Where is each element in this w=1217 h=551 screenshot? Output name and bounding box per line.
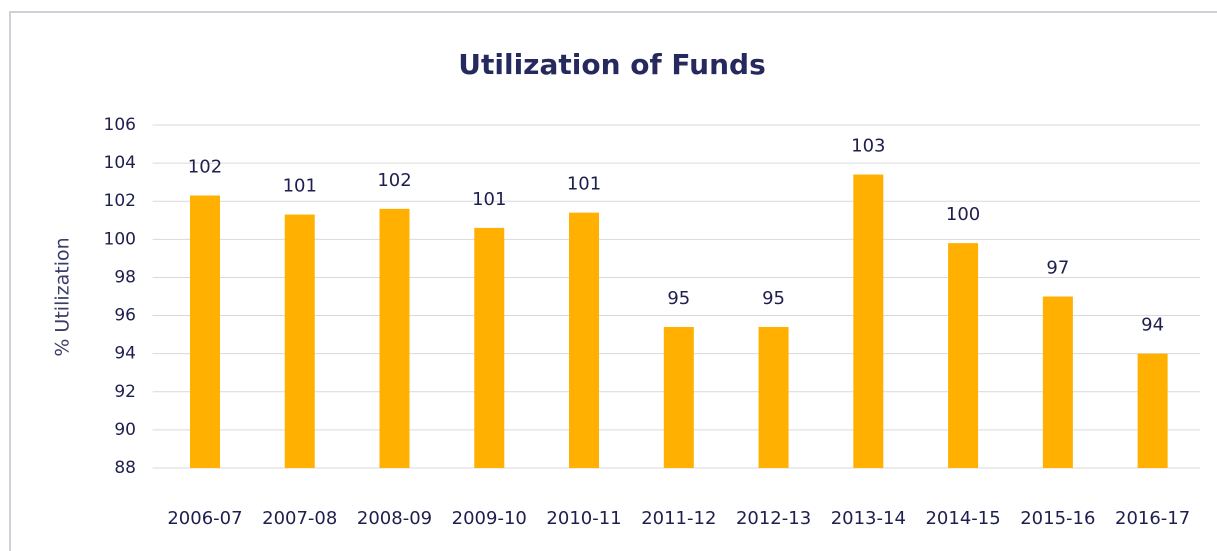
data-label: 100 [946, 204, 980, 225]
x-tick-label: 2011-12 [641, 508, 716, 529]
chart-title: Utilization of Funds [458, 48, 765, 81]
y-axis-label: % Utilization [52, 237, 74, 356]
bar [1137, 353, 1168, 468]
data-label: 101 [472, 189, 506, 210]
data-label: 102 [188, 157, 222, 178]
x-tick-label: 2010-11 [546, 508, 621, 529]
bar [663, 326, 694, 468]
x-tick-label: 2012-13 [736, 508, 811, 529]
y-tick-label: 98 [114, 267, 136, 287]
y-tick-label: 94 [114, 344, 136, 364]
bar [1042, 296, 1073, 468]
x-tick-label: 2014-15 [925, 508, 1000, 529]
bar [379, 208, 410, 468]
data-label: 97 [1046, 258, 1069, 279]
bar [474, 227, 505, 468]
x-tick-label: 2013-14 [831, 508, 906, 529]
y-tick-label: 88 [114, 458, 136, 478]
bar [948, 243, 979, 468]
x-tick-label: 2009-10 [452, 508, 527, 529]
y-tick-label: 90 [114, 420, 136, 440]
y-tick-label: 92 [114, 382, 136, 402]
data-label: 95 [667, 288, 690, 309]
bar [284, 214, 315, 468]
data-label: 95 [762, 288, 785, 309]
data-label: 102 [377, 170, 411, 191]
data-label: 101 [283, 176, 317, 197]
data-label: 103 [851, 136, 885, 157]
x-tick-label: 2007-08 [262, 508, 337, 529]
y-tick-label: 106 [104, 115, 136, 135]
x-tick-label: 2016-17 [1115, 508, 1190, 529]
data-label: 94 [1141, 315, 1164, 336]
bar [569, 212, 600, 468]
bar [853, 174, 884, 469]
x-tick-label: 2015-16 [1020, 508, 1095, 529]
y-tick-label: 104 [104, 153, 136, 173]
y-tick-label: 102 [104, 191, 136, 211]
bar [758, 326, 789, 468]
bar [189, 195, 220, 468]
x-tick-label: 2006-07 [167, 508, 242, 529]
y-tick-label: 100 [104, 229, 136, 249]
x-tick-label: 2008-09 [357, 508, 432, 529]
y-tick-label: 96 [114, 306, 136, 326]
data-label: 101 [567, 174, 601, 195]
